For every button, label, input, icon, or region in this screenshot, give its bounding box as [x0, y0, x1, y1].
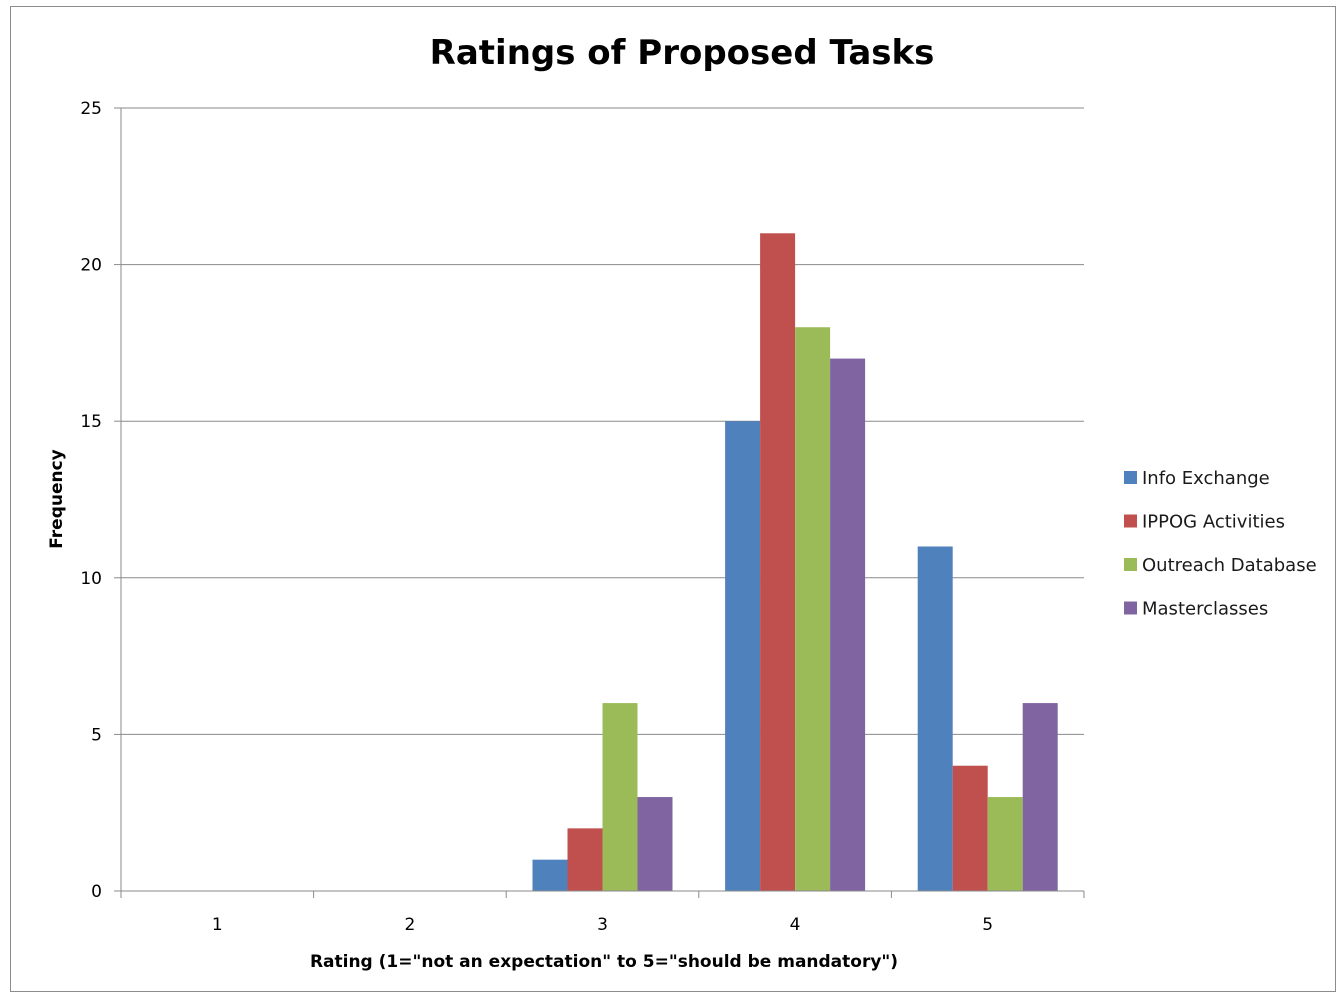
- chart-frame: [10, 6, 1336, 992]
- y-tick-label: 0: [91, 882, 102, 902]
- y-axis-label: Frequency: [47, 449, 67, 549]
- axes: [120, 108, 1085, 898]
- x-tick-label: 5: [982, 915, 993, 935]
- y-tick-labels: 0 5 10 15 20 25: [80, 99, 102, 902]
- bar: [602, 703, 638, 891]
- bar: [532, 859, 568, 891]
- legend-entry: Masterclasses: [1142, 599, 1268, 620]
- legend-entry: Outreach Database: [1142, 555, 1317, 576]
- bar: [567, 828, 603, 891]
- legend-swatch: [1124, 471, 1137, 484]
- y-tick-label: 10: [80, 569, 102, 589]
- bar: [917, 546, 953, 891]
- x-tick-label: 2: [404, 915, 415, 935]
- bar: [830, 358, 866, 891]
- bar: [637, 797, 673, 891]
- legend-swatch: [1124, 601, 1137, 615]
- legend: Info Exchange IPPOG Activities Outreach Da…: [1124, 468, 1317, 620]
- legend-entry: IPPOG Activities: [1142, 512, 1285, 533]
- bar: [952, 765, 988, 891]
- y-tick-label: 15: [80, 412, 102, 432]
- legend-swatch: [1124, 558, 1137, 571]
- x-tick-label: 4: [790, 915, 801, 935]
- y-tick-label: 5: [91, 725, 102, 745]
- bar: [987, 797, 1023, 891]
- bar: [795, 327, 831, 891]
- x-tick-label: 1: [212, 915, 223, 935]
- bar: [1022, 703, 1058, 891]
- bar: [725, 421, 761, 891]
- x-tick-labels: 1 2 3 4 5: [212, 915, 993, 935]
- bars: [532, 233, 1058, 891]
- legend-swatch: [1124, 514, 1137, 528]
- chart-title: Ratings of Proposed Tasks: [430, 33, 935, 73]
- legend-entry: Info Exchange: [1142, 468, 1270, 489]
- y-tick-label: 20: [80, 256, 102, 276]
- x-axis-label: Rating (1="not an expectation" to 5="sho…: [310, 952, 898, 972]
- bar: [760, 233, 796, 891]
- y-tick-label: 25: [80, 99, 102, 119]
- x-tick-label: 3: [597, 915, 608, 935]
